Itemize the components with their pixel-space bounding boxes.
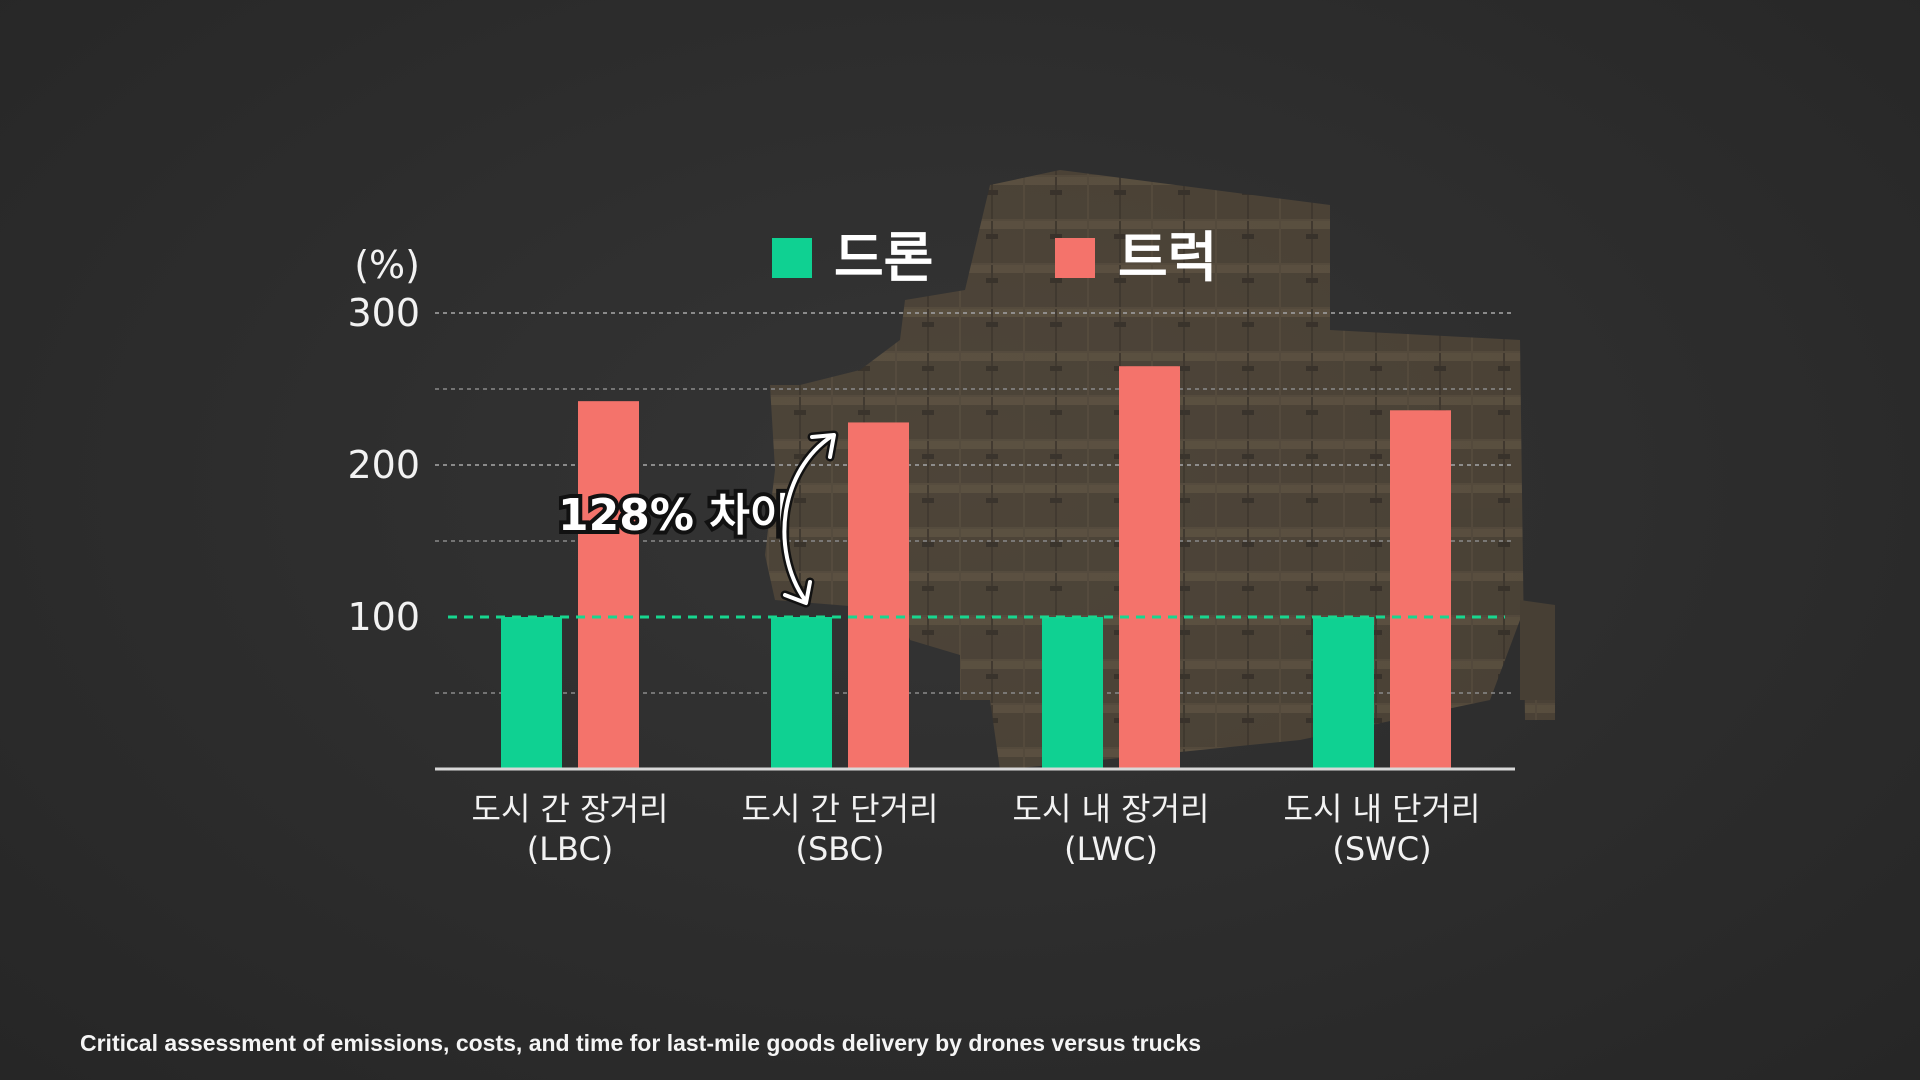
legend-swatch-drone [772, 238, 812, 278]
x-category-labels: 도시 간 장거리(LBC) 도시 간 단거리(SBC) 도시 내 장거리(LWC) 도… [472, 790, 1481, 868]
bar-truck-2 [1119, 366, 1180, 769]
y-axis-unit: (%) [354, 243, 420, 287]
bar-truck-3 [1390, 410, 1451, 769]
legend: 드론 트럭 [772, 226, 1217, 289]
legend-label-drone: 드론 [834, 226, 933, 289]
source-citation: Critical assessment of emissions, costs,… [80, 1030, 1202, 1056]
x-category-label: 도시 간 장거리 [472, 790, 669, 828]
bar-drone-1 [771, 617, 832, 769]
x-category-code: (SBC) [795, 830, 884, 868]
x-category-code: (LWC) [1064, 830, 1158, 868]
bar-drone-3 [1313, 617, 1374, 769]
bars [501, 366, 1451, 769]
x-category-label: 도시 내 단거리 [1284, 790, 1481, 828]
x-category-code: (LBC) [527, 830, 614, 868]
legend-swatch-truck [1055, 238, 1095, 278]
bar-truck-0 [578, 401, 639, 769]
bar-drone-2 [1042, 617, 1103, 769]
annotation-label: 128% 차이 [558, 490, 790, 541]
difference-annotation: 128% 차이 [554, 430, 839, 608]
y-tick-labels: 100 200 300 [347, 291, 420, 639]
bar-truck-1 [848, 422, 909, 769]
x-category-code: (SWC) [1332, 830, 1431, 868]
y-tick-label: 200 [347, 443, 420, 487]
x-category-label: 도시 내 장거리 [1013, 790, 1210, 828]
bar-drone-0 [501, 617, 562, 769]
legend-label-truck: 트럭 [1118, 226, 1217, 289]
y-tick-label: 300 [347, 291, 420, 335]
x-category-label: 도시 간 단거리 [742, 790, 939, 828]
y-tick-label: 100 [347, 595, 420, 639]
